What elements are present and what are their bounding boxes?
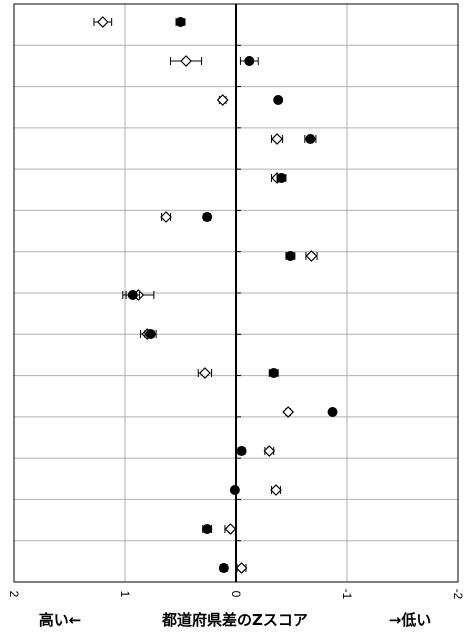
axis-label-zscore: 都道府県差のZスコア [161,611,308,629]
data-point-diamond [180,55,192,67]
data-point-diamond [271,133,283,145]
x-tick-labels: 2 1 0 -1 -2 [7,589,465,600]
data-point-circle [273,95,284,105]
data-point-diamond [96,16,109,28]
data-point-diamond [270,484,282,496]
zero-axis-ticks [236,44,241,542]
axis-title-group: 高い← 都道府県差のZスコア →低い [39,611,432,629]
x-tick-label: -2 [451,589,465,600]
data-point-circle [305,134,316,144]
data-point-circle [202,212,213,222]
x-tick-label: 2 [7,591,21,598]
data-point-circle [229,485,240,495]
data-point-circle [285,251,296,261]
x-tick-label: 1 [118,591,132,598]
axis-label-high: 高い← [39,611,82,629]
x-tick-label: 0 [229,591,243,598]
data-point-circle [175,17,186,27]
data-point-circle [327,407,338,417]
data-point-circle [244,56,255,66]
data-point-circle [276,173,287,183]
data-point-diamond [235,562,248,574]
data-point-diamond [160,211,172,223]
data-point-circle [127,290,138,300]
data-point-diamond [224,523,237,535]
data-point-circle [236,446,247,456]
data-point-diamond [282,406,295,418]
data-point-diamond [305,250,318,262]
data-marks [93,16,338,574]
data-point-circle [145,329,156,339]
data-point-circle [268,368,279,378]
axis-label-low: →低い [389,611,432,629]
data-point-diamond [216,94,229,106]
data-point-circle [202,524,213,534]
x-tick-label: -1 [340,589,354,600]
data-point-diamond [199,367,211,379]
data-point-diamond [263,445,276,457]
data-point-circle [218,563,229,573]
